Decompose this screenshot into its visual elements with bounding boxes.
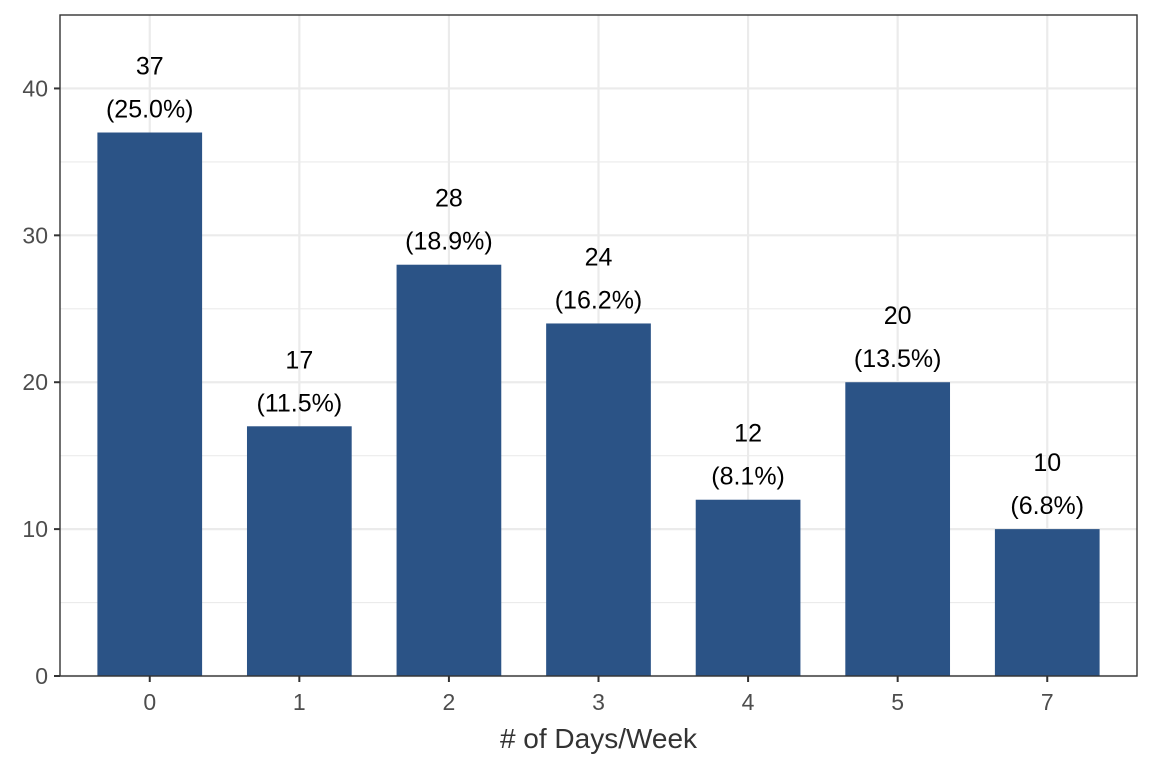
x-tick-label: 5: [891, 689, 904, 715]
data-label-percent: (8.1%): [711, 463, 785, 491]
bars: [97, 132, 1100, 676]
data-label-percent: (11.5%): [256, 389, 342, 417]
x-tick-label: 0: [143, 689, 156, 715]
bar-1: [246, 426, 352, 676]
y-tick-label: 20: [22, 369, 48, 395]
y-tick-label: 10: [22, 516, 48, 542]
data-label-count: 17: [285, 346, 313, 374]
y-tick-label: 30: [22, 222, 48, 248]
x-tick-label: 2: [443, 689, 456, 715]
data-label-percent: (18.9%): [405, 228, 493, 256]
x-tick-label: 7: [1041, 689, 1054, 715]
data-labels: 37 (25.0%) 17 (11.5%) 28 (18.9%) 24 (16.2%) 12 (8…: [106, 53, 1084, 521]
data-label-count: 20: [884, 302, 912, 330]
y-tick-label: 0: [35, 663, 48, 689]
data-label-count: 37: [136, 53, 164, 81]
x-tick-label: 1: [293, 689, 306, 715]
bar-5: [845, 382, 951, 676]
x-tick-label: 4: [742, 689, 755, 715]
bar-3: [546, 323, 651, 676]
y-tick-label: 40: [22, 75, 48, 101]
data-label-percent: (6.8%): [1010, 492, 1084, 520]
bar-4: [695, 499, 801, 676]
bar-7: [994, 529, 1100, 676]
data-label-percent: (25.0%): [106, 96, 194, 124]
data-label-count: 12: [734, 420, 762, 448]
data-label-count: 28: [435, 185, 463, 213]
data-label-percent: (13.5%): [854, 345, 942, 373]
x-axis-title: # of Days/Week: [500, 723, 698, 754]
x-tick-label: 3: [592, 689, 605, 715]
data-label-percent: (16.2%): [555, 286, 643, 314]
data-label-count: 24: [585, 243, 613, 271]
bar-0: [97, 132, 203, 676]
data-label-count: 10: [1033, 449, 1061, 477]
bar-2: [396, 264, 502, 676]
